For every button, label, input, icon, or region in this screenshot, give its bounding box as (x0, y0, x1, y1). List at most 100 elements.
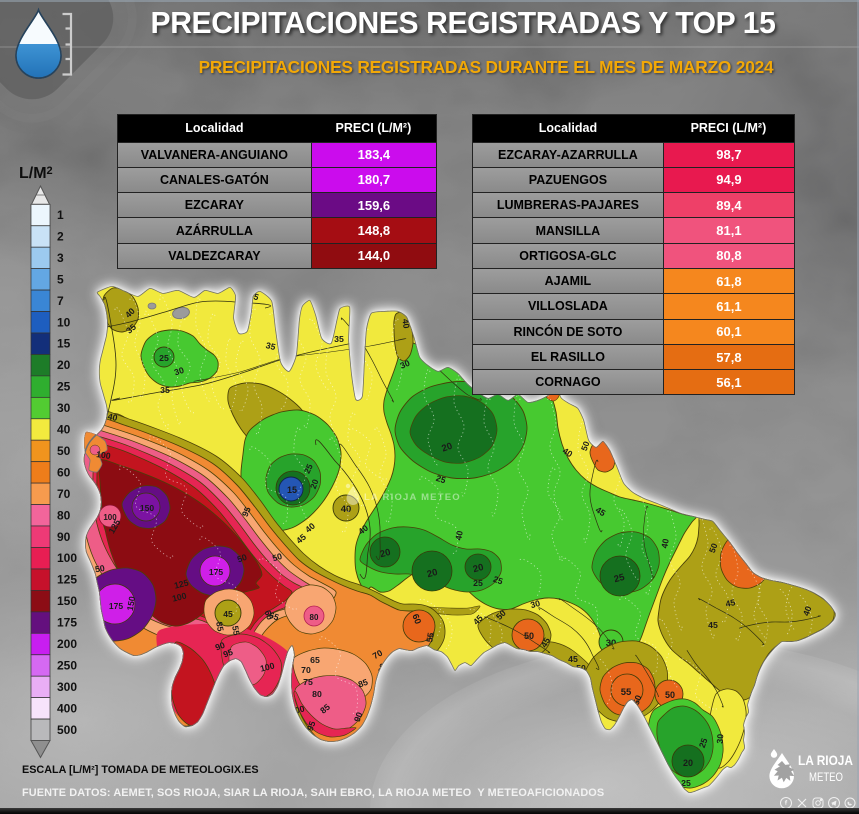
svg-text:20: 20 (683, 758, 693, 768)
svg-text:45: 45 (594, 505, 608, 519)
svg-text:85: 85 (214, 621, 226, 632)
svg-text:95: 95 (240, 505, 253, 518)
svg-text:35: 35 (334, 334, 344, 344)
svg-text:25: 25 (302, 462, 315, 475)
svg-text:25: 25 (645, 754, 657, 765)
svg-text:45: 45 (539, 636, 553, 650)
svg-text:20: 20 (426, 567, 439, 580)
svg-text:125: 125 (273, 710, 291, 726)
svg-text:100: 100 (171, 590, 188, 603)
svg-text:5: 5 (57, 272, 64, 286)
svg-text:30: 30 (173, 365, 185, 378)
svg-text:35: 35 (160, 385, 170, 395)
svg-text:10: 10 (57, 315, 71, 329)
svg-text:85: 85 (357, 677, 370, 690)
svg-text:300: 300 (57, 680, 77, 694)
svg-text:175: 175 (109, 601, 123, 611)
svg-text:55: 55 (621, 687, 632, 698)
svg-text:50: 50 (57, 444, 71, 458)
svg-text:15: 15 (57, 337, 71, 351)
svg-text:150: 150 (140, 503, 154, 513)
svg-text:60: 60 (57, 465, 71, 479)
svg-text:20: 20 (472, 562, 485, 575)
svg-text:1: 1 (57, 208, 64, 222)
svg-text:45: 45 (725, 597, 737, 609)
svg-text:50: 50 (707, 542, 720, 555)
svg-text:40: 40 (400, 318, 411, 329)
svg-text:40: 40 (57, 423, 71, 437)
svg-text:25: 25 (159, 353, 169, 363)
svg-text:50: 50 (524, 631, 534, 641)
svg-text:95: 95 (305, 720, 318, 733)
svg-text:50: 50 (665, 690, 675, 700)
svg-text:90: 90 (352, 711, 365, 724)
svg-text:75: 75 (382, 679, 394, 691)
svg-text:60: 60 (410, 613, 423, 626)
svg-text:40: 40 (561, 446, 575, 460)
svg-text:25: 25 (697, 737, 710, 750)
svg-text:70: 70 (57, 487, 71, 501)
svg-text:150: 150 (57, 594, 77, 608)
svg-text:50: 50 (579, 440, 592, 453)
svg-text:20: 20 (379, 547, 392, 560)
svg-text:55: 55 (424, 632, 436, 643)
svg-text:100: 100 (57, 551, 77, 565)
svg-text:65: 65 (268, 610, 281, 623)
svg-text:95: 95 (222, 647, 235, 660)
svg-text:80: 80 (312, 689, 322, 699)
svg-text:80: 80 (57, 508, 71, 522)
svg-text:40: 40 (659, 538, 671, 549)
svg-text:METEO: METEO (809, 770, 843, 784)
svg-text:75: 75 (303, 677, 313, 687)
svg-text:15: 15 (287, 485, 297, 495)
svg-text:30: 30 (529, 598, 541, 610)
svg-text:60: 60 (262, 609, 275, 622)
svg-text:45: 45 (632, 419, 642, 429)
svg-text:70: 70 (371, 648, 385, 662)
svg-text:175: 175 (57, 616, 77, 630)
svg-text:400: 400 (57, 701, 77, 715)
svg-text:20: 20 (440, 441, 454, 455)
svg-text:25: 25 (681, 778, 691, 788)
svg-text:125: 125 (173, 577, 190, 590)
svg-text:25: 25 (435, 473, 447, 486)
svg-text:65: 65 (310, 655, 320, 665)
svg-text:30: 30 (399, 358, 412, 371)
svg-text:40: 40 (341, 504, 352, 515)
svg-text:175: 175 (209, 567, 223, 577)
svg-text:45: 45 (568, 654, 578, 664)
svg-text:70: 70 (301, 665, 311, 675)
svg-text:30: 30 (57, 401, 71, 415)
svg-text:25: 25 (492, 574, 505, 587)
svg-text:LA RIOJA METEO: LA RIOJA METEO (364, 492, 461, 503)
svg-text:30: 30 (635, 751, 647, 762)
svg-text:7: 7 (57, 294, 64, 308)
svg-text:80: 80 (310, 613, 319, 622)
svg-text:125: 125 (57, 573, 77, 587)
svg-text:45: 45 (708, 620, 718, 630)
svg-text:40: 40 (453, 530, 465, 541)
svg-text:90: 90 (57, 530, 71, 544)
svg-text:30: 30 (715, 733, 726, 744)
svg-text:100: 100 (103, 513, 117, 522)
svg-text:3: 3 (57, 251, 64, 265)
svg-text:200: 200 (57, 637, 77, 651)
svg-text:25: 25 (57, 380, 71, 394)
svg-text:20: 20 (308, 478, 321, 491)
svg-text:35: 35 (265, 340, 277, 352)
svg-text:100: 100 (259, 660, 276, 673)
svg-text:50: 50 (236, 552, 249, 565)
svg-text:LA RIOJA: LA RIOJA (798, 752, 853, 768)
svg-text:250: 250 (57, 659, 77, 673)
svg-text:500: 500 (57, 723, 77, 737)
svg-text:45: 45 (223, 609, 233, 619)
svg-text:40: 40 (801, 605, 814, 618)
svg-text:40: 40 (107, 411, 119, 423)
svg-text:25: 25 (613, 572, 627, 586)
svg-text:100: 100 (96, 449, 112, 461)
svg-text:35: 35 (190, 279, 202, 291)
svg-text:25: 25 (473, 578, 483, 588)
svg-text:2: 2 (57, 230, 64, 244)
svg-text:150: 150 (125, 595, 137, 611)
svg-text:50: 50 (271, 551, 283, 563)
